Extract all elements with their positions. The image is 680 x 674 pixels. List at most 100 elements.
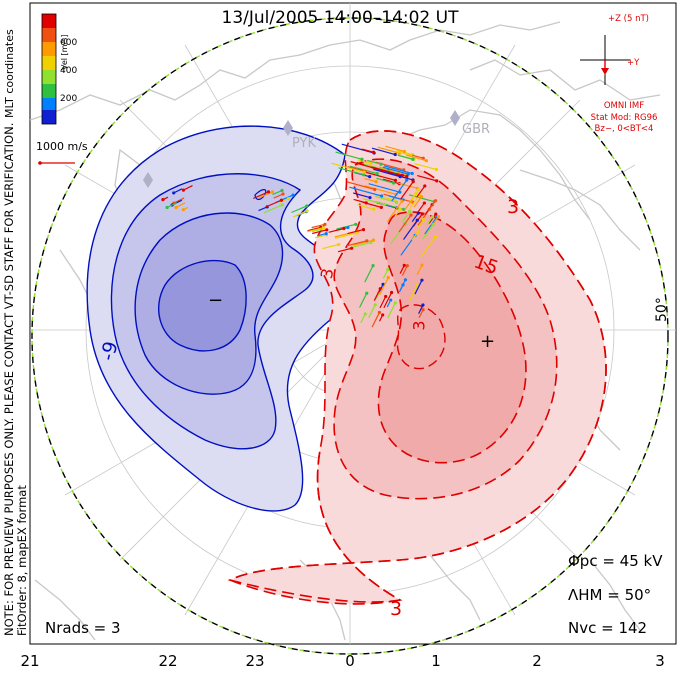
velocity-vector-1 <box>364 171 396 181</box>
velocity-vector-107 <box>408 285 418 302</box>
velocity-vector-origin-13 <box>369 161 373 166</box>
velocity-vector-49 <box>397 154 413 160</box>
velocity-vector-13 <box>357 159 372 165</box>
velocity-vector-origin-103 <box>389 290 394 295</box>
plot-frame <box>29 2 677 645</box>
vector-count: Nvc = 142 <box>568 619 648 637</box>
cross-polar-potential: Φpc = 45 kV <box>568 552 663 570</box>
velocity-vector-16 <box>374 194 396 201</box>
velocity-vector-28 <box>361 148 374 153</box>
velocity-vector-origin-146 <box>181 208 185 212</box>
velocity-vector-45 <box>371 147 396 156</box>
velocity-vector-48 <box>331 162 365 173</box>
velocity-vector-origin-70 <box>420 212 424 216</box>
velocity-vector-114 <box>364 265 374 283</box>
velocity-vector-origin-82 <box>423 184 427 188</box>
velocity-vector-82 <box>416 185 426 198</box>
velocity-vector-92 <box>311 223 326 229</box>
velocity-vector-111 <box>360 313 366 324</box>
imf-clock-dial <box>580 35 630 85</box>
velocity-vector-125 <box>379 277 389 295</box>
velocity-vector-78 <box>409 189 419 202</box>
station-markers <box>143 110 460 188</box>
velocity-vector-origin-132 <box>286 196 291 201</box>
velocity-vector-8 <box>357 204 374 210</box>
velocity-vector-124 <box>399 279 406 291</box>
velocity-vector-101 <box>328 227 345 233</box>
velocity-vector-origin-102 <box>361 227 366 232</box>
velocity-vector-origin-108 <box>373 303 377 307</box>
velocity-vector-origin-20 <box>402 149 406 154</box>
velocity-vector-18 <box>349 186 382 197</box>
velocity-vector-origin-90 <box>321 226 326 230</box>
velocity-vector-origin-63 <box>433 235 438 239</box>
heppner-maynard-boundary <box>31 17 669 655</box>
colorbar-tick-400: 400 <box>60 66 78 76</box>
velocity-vector-origin-54 <box>424 159 429 163</box>
velocity-vector-origin-129 <box>291 193 295 197</box>
velocity-vector-94 <box>322 243 339 250</box>
mlt-tick-21: 21 <box>20 652 40 670</box>
station-marker-gbr <box>450 110 460 126</box>
contour-label-3-top: 3 <box>507 196 520 218</box>
velocity-vector-46 <box>383 165 413 175</box>
velocity-vector-38 <box>350 161 376 169</box>
velocity-vector-136 <box>253 191 269 199</box>
velocity-vector-origin-58 <box>416 211 420 215</box>
velocity-vector-origin-138 <box>305 209 309 213</box>
velocity-vector-origin-71 <box>431 222 435 227</box>
velocity-vector-145 <box>183 185 193 191</box>
velocity-vector-52 <box>347 181 375 191</box>
velocity-vector-origin-125 <box>386 275 390 280</box>
velocity-vector-71 <box>422 224 434 240</box>
velocity-vector-origin-109 <box>384 294 388 299</box>
station-label-gbr: GBR <box>462 122 491 137</box>
velocity-vector-17 <box>367 159 382 165</box>
scale-vector-label: 1000 m/s <box>36 140 88 153</box>
velocity-vector-origin-8 <box>372 207 376 211</box>
velocity-vector-origin-12 <box>406 172 410 176</box>
velocity-vector-origin-88 <box>354 222 358 226</box>
velocity-vector-37 <box>353 198 367 204</box>
velocity-vector-112 <box>371 312 380 328</box>
velocity-vector-95 <box>353 239 374 246</box>
velocity-vector-origin-6 <box>368 175 372 179</box>
velocity-vector-109 <box>379 296 387 309</box>
velocity-vector-138 <box>292 210 308 218</box>
velocity-vector-121 <box>401 265 408 276</box>
velocity-vector-origin-118 <box>378 287 382 291</box>
velocity-vector-15 <box>414 162 437 171</box>
velocity-vector-origin-68 <box>409 213 413 217</box>
velocity-vector-26 <box>335 151 363 160</box>
velocity-vector-132 <box>279 198 289 204</box>
velocity-vector-2 <box>378 166 408 176</box>
velocity-vector-origin-76 <box>400 199 404 203</box>
velocity-vector-origin-22 <box>379 205 383 209</box>
velocity-vector-origin-115 <box>402 263 406 267</box>
velocity-vector-origin-101 <box>342 226 346 231</box>
velocity-vector-75 <box>427 200 437 212</box>
imf-condition: Bz−, 0<BT<4 <box>594 124 654 134</box>
velocity-vector-origin-135 <box>280 188 284 193</box>
hm-boundary-latitude: ΛHM = 50° <box>568 586 652 604</box>
colorbar-tick-200: 200 <box>60 94 78 104</box>
potential-maximum-marker: + <box>480 331 496 352</box>
velocity-vector-51 <box>417 174 437 182</box>
velocity-vector-43 <box>368 183 400 193</box>
velocity-vector-origin-111 <box>363 312 367 316</box>
velocity-vector-origin-126 <box>420 263 424 267</box>
velocity-vector-25 <box>353 192 371 199</box>
velocity-vector-12 <box>382 166 409 175</box>
mlt-tick-1: 1 <box>431 652 441 670</box>
potential-minimum-marker: − <box>208 290 224 311</box>
velocity-vector-origin-37 <box>364 201 368 205</box>
velocity-vector-origin-50 <box>374 180 378 184</box>
velocity-vector-118 <box>373 288 381 301</box>
velocity-vector-origin-77 <box>430 215 435 219</box>
velocity-vector-origin-84 <box>405 178 409 182</box>
velocity-vector-origin-57 <box>411 180 415 184</box>
velocity-vector-origin-52 <box>373 187 377 192</box>
velocity-vector-31 <box>347 165 366 172</box>
velocity-vector-origin-17 <box>379 162 383 166</box>
